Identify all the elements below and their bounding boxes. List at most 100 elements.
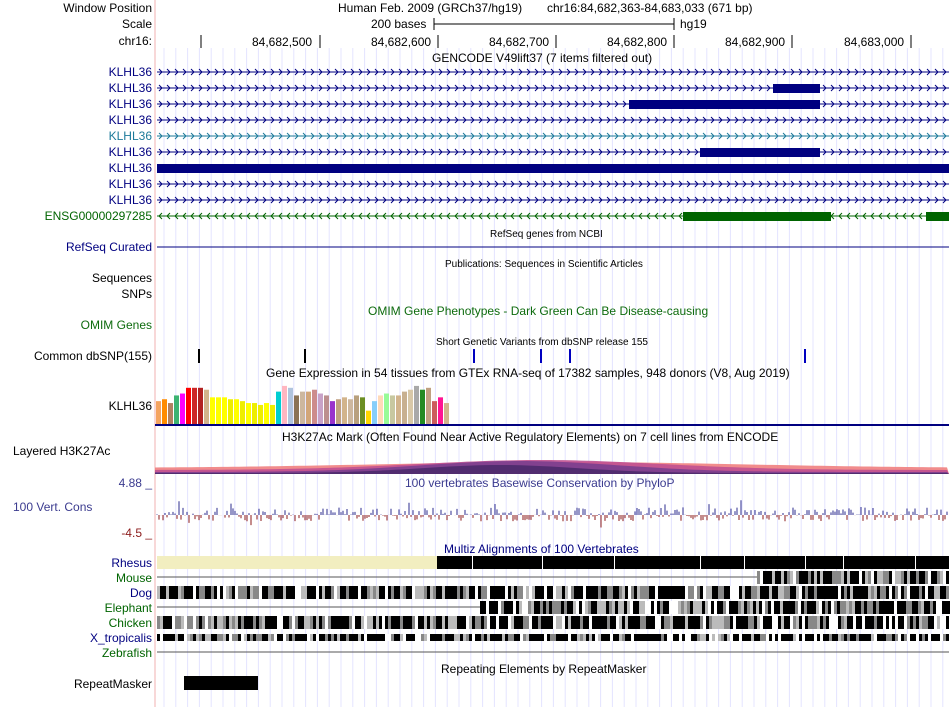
gencode-item-label[interactable]: KLHL36 [108,97,152,111]
alignment-block [664,616,667,629]
gencode-item-label[interactable]: KLHL36 [108,145,152,159]
gtex-tissue-bar [210,397,215,424]
alignment-block [861,601,864,614]
alignment-block [568,586,571,599]
alignment-block [202,634,205,641]
alignment-block [805,616,808,629]
alignment-block [496,586,499,599]
h3k27ac-title[interactable]: H3K27Ac Mark (Often Found Near Active Re… [282,430,779,444]
gencode-item-label[interactable]: KLHL36 [108,65,152,79]
gencode-item-label[interactable]: KLHL36 [108,193,152,207]
alignment-block [538,586,541,599]
alignment-block [214,634,217,641]
alignment-block [657,601,660,614]
alignment-block [622,616,625,629]
multiz-species-label[interactable]: Mouse [115,571,152,585]
repeatmasker-label[interactable]: RepeatMasker [73,677,152,691]
alignment-block [931,634,934,641]
alignment-block [730,586,733,599]
omim-title[interactable]: OMIM Gene Phenotypes - Dark Green Can Be… [368,304,709,318]
alignment-block [628,616,631,629]
alignment-gap [744,556,745,569]
alignment-block [942,601,945,614]
position-text[interactable]: chr16:84,682,363-84,683,033 (671 bp) [547,1,753,15]
alignment-block [645,601,648,614]
gtex-tissue-bar [300,391,305,424]
alignment-block [892,571,895,584]
alignment-block [283,616,286,629]
alignment-block [865,586,868,599]
alignment-block [673,634,676,641]
multiz-species-label[interactable]: Rhesus [111,556,152,570]
alignment-block [313,586,316,599]
alignment-block [711,601,714,614]
alignment-block [769,616,772,629]
alignment-block [934,586,937,599]
refseq-label[interactable]: RefSeq Curated [65,240,152,254]
alignment-block [649,634,652,641]
alignment-block [793,586,796,599]
multiz-species-label[interactable]: Elephant [104,601,152,615]
alignment-block [235,634,238,641]
alignment-block [640,616,643,629]
alignment-block [510,601,513,614]
alignment-block [682,634,685,641]
alignment-block [166,616,169,629]
gtex-title[interactable]: Gene Expression in 54 tissues from GTEx … [266,366,790,380]
alignment-block [274,586,277,599]
omim-label[interactable]: OMIM Genes [80,318,152,332]
alignment-block [571,634,574,641]
alignment-block [889,571,892,584]
gtex-tissue-bar [318,393,323,424]
alignment-block [307,616,310,629]
dbsnp-title[interactable]: Short Genetic Variants from dbSNP releas… [436,337,648,348]
alignment-block [493,586,496,599]
alignment-block [196,586,199,599]
alignment-block [910,586,913,599]
alignment-block [265,634,268,641]
alignment-block [208,616,211,629]
tick-label: 84,682,700 [489,35,550,49]
gtex-label[interactable]: KLHL36 [108,399,152,413]
alignment-block [433,586,436,599]
multiz-title[interactable]: Multiz Alignments of 100 Vertebrates [444,542,639,556]
h3k27ac-label[interactable]: Layered H3K27Ac [13,444,111,458]
cons-title[interactable]: 100 vertebrates Basewise Conservation by… [405,476,675,490]
pubs-title[interactable]: Publications: Sequences in Scientific Ar… [445,259,643,270]
gencode-item-label[interactable]: KLHL36 [108,161,152,175]
alignment-block [658,634,661,641]
multiz-species-label[interactable]: Zebrafish [101,646,152,660]
gencode-item-label[interactable]: KLHL36 [108,113,152,127]
gencode-item-label[interactable]: KLHL36 [108,177,152,191]
alignment-block [856,586,859,599]
alignment-block [316,634,319,641]
alignment-block [868,571,871,584]
multiz-species-label[interactable]: Dog [129,586,152,600]
alignment-block [505,586,508,599]
alignment-block [853,634,856,641]
multiz-species-label[interactable]: X_tropicalis [89,631,152,645]
alignment-block [343,616,346,629]
alignment-block [361,586,364,599]
refseq-title[interactable]: RefSeq genes from NCBI [490,229,603,240]
alignment-block [859,634,862,641]
pubs-snps-label[interactable]: SNPs [121,287,152,301]
alignment-block [859,571,862,584]
alignment-block [331,616,334,629]
dbsnp-label[interactable]: Common dbSNP(155) [33,349,152,363]
alignment-block [805,634,808,641]
multiz-species-label[interactable]: Chicken [108,616,152,630]
alignment-block [547,586,550,599]
gencode-item-label[interactable]: ENSG00000297285 [44,209,152,223]
repeatmasker-title[interactable]: Repeating Elements by RepeatMasker [441,662,647,676]
pubs-sequences-label[interactable]: Sequences [91,271,152,285]
alignment-block [391,586,394,599]
alignment-block [757,634,760,641]
gencode-title[interactable]: GENCODE V49lift37 (7 items filtered out) [432,51,653,65]
alignment-block [481,634,484,641]
gencode-item-label[interactable]: KLHL36 [108,81,152,95]
alignment-block [748,586,751,599]
gencode-item-label[interactable]: KLHL36 [108,129,152,143]
cons-label[interactable]: 100 Vert. Cons [13,500,93,514]
